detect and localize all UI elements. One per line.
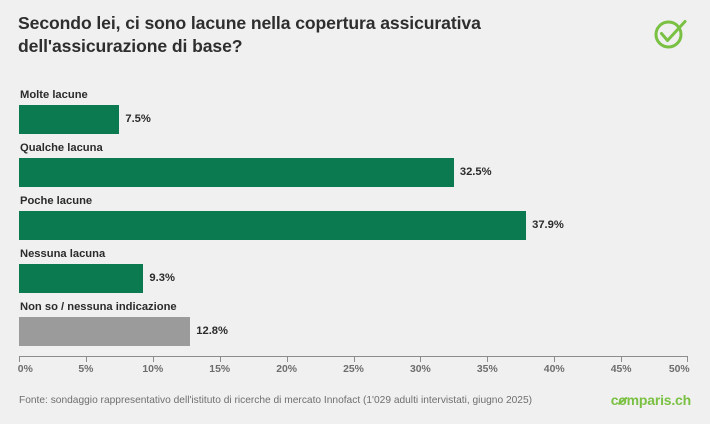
bar-value-label: 7.5%: [125, 113, 151, 125]
bar-row: Non so / nessuna indicazione 12.8%: [19, 300, 688, 347]
bar-category-label: Molte lacune: [20, 89, 88, 101]
bar: [19, 317, 191, 346]
x-axis-tick: [353, 356, 355, 362]
comparis-check-circle-icon: [650, 13, 690, 53]
bar-category-label: Poche lacune: [20, 195, 93, 207]
wordmark-slashed-o: o: [618, 392, 627, 408]
bar-row: Nessuna lacuna 9.3%: [19, 247, 688, 294]
x-axis-tick: [152, 356, 154, 362]
x-axis-tick-label: 20%: [276, 364, 297, 375]
bar-container: 12.8%: [19, 317, 228, 346]
bar-category-label: Non so / nessuna indicazione: [20, 301, 177, 313]
bar-row: Molte lacune 7.5%: [19, 88, 688, 135]
bar-value-label: 12.8%: [196, 325, 228, 337]
source-note: Fonte: sondaggio rappresentativo dell'is…: [19, 394, 532, 406]
bar: [19, 105, 120, 134]
bar: [19, 211, 527, 240]
x-axis-tick: [19, 356, 20, 362]
page-title: Secondo lei, ci sono lacune nella copert…: [18, 13, 481, 56]
x-axis-tick-label: 50%: [668, 364, 690, 375]
x-axis-tick-label: 45%: [610, 364, 632, 375]
x-axis-tick-label: 5%: [78, 364, 94, 375]
x-axis-tick-label: 0%: [17, 364, 33, 375]
bar-container: 7.5%: [19, 105, 151, 134]
x-axis-tick: [687, 356, 688, 362]
bar-value-label: 37.9%: [532, 219, 564, 231]
x-axis-tick: [219, 356, 221, 362]
x-axis-tick: [85, 356, 87, 362]
x-axis-tick: [286, 356, 288, 362]
x-axis-tick-label: 35%: [476, 364, 498, 375]
bar-container: 9.3%: [19, 264, 175, 293]
x-axis-tick-label: 10%: [142, 364, 164, 375]
bar-container: 37.9%: [19, 211, 564, 240]
bar-value-label: 32.5%: [459, 166, 492, 178]
chart-header: Secondo lei, ci sono lacune nella copert…: [18, 12, 692, 58]
x-axis-tick-label: 25%: [343, 364, 364, 375]
x-axis: 0% 5% 10% 15% 20% 25% 30% 35% 40% 45% 50%: [17, 356, 690, 382]
wordmark-part-1: c: [610, 392, 619, 408]
x-axis-tick-label: 30%: [409, 364, 431, 375]
bar-category-label: Nessuna lacuna: [20, 248, 106, 260]
x-axis-tick: [554, 356, 556, 362]
bar-row: Poche lacune 37.9%: [19, 194, 688, 241]
bar-value-label: 9.3%: [149, 272, 175, 284]
bar: [19, 264, 144, 293]
x-axis-tick-label: 15%: [209, 364, 231, 375]
bar-category-label: Qualche lacuna: [20, 142, 103, 154]
bar-chart-plot: Molte lacune 7.5% Qualche lacuna 32.5% Poche…: [19, 88, 688, 356]
wordmark-part-3: mparis.ch: [626, 392, 692, 408]
x-axis-tick: [487, 356, 489, 362]
bar-container: 32.5%: [19, 158, 492, 187]
chart-footer: Fonte: sondaggio rappresentativo dell'is…: [19, 392, 691, 408]
comparis-wordmark: c o mparis.ch: [611, 392, 691, 408]
x-axis-tick: [621, 356, 623, 362]
bar-row: Qualche lacuna 32.5%: [19, 141, 688, 188]
x-axis-tick-label: 40%: [543, 364, 565, 375]
x-axis-tick: [420, 356, 422, 362]
bar: [19, 158, 454, 187]
